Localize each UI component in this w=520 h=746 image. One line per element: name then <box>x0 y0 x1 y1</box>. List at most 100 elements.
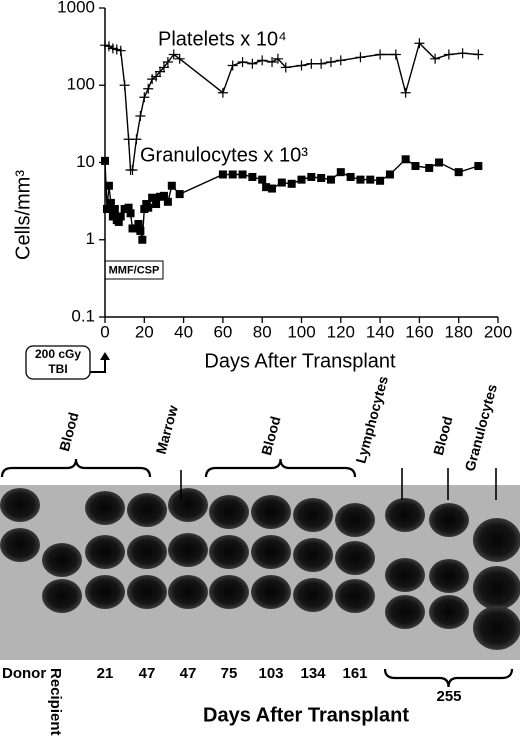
x-tick-label: 100 <box>287 322 315 341</box>
gel-band <box>429 595 469 629</box>
point <box>119 80 130 91</box>
point <box>104 181 113 190</box>
x-tick-label: 160 <box>405 322 433 341</box>
x-tick-label: 0 <box>100 322 109 341</box>
x-tick-label: 200 <box>484 322 512 341</box>
point <box>167 181 176 190</box>
point <box>227 60 238 71</box>
point <box>454 168 463 177</box>
gel-band <box>385 498 425 532</box>
annotation: MMF/CSP <box>109 264 160 276</box>
gel-band <box>168 575 208 609</box>
point <box>114 217 123 226</box>
point <box>237 56 248 67</box>
bracket <box>204 458 357 478</box>
point <box>326 175 335 184</box>
gel-band <box>335 503 375 537</box>
bracket <box>0 458 152 478</box>
x-tick-label: 180 <box>445 322 473 341</box>
point <box>131 134 142 145</box>
gel-band <box>85 535 125 569</box>
point <box>346 172 355 181</box>
point <box>102 205 111 214</box>
x-tick-label: 140 <box>366 322 394 341</box>
series-label: Platelets x 10⁴ <box>158 28 287 50</box>
gel-band <box>335 541 375 575</box>
lane-label: 21 <box>97 665 114 682</box>
point <box>400 87 411 98</box>
point <box>134 219 143 228</box>
lane-label: Recipient <box>47 668 64 736</box>
point <box>148 193 157 202</box>
gel-band <box>127 535 167 569</box>
point <box>430 53 441 64</box>
point <box>356 175 365 184</box>
point <box>159 191 168 200</box>
point <box>247 58 258 69</box>
point <box>248 172 257 181</box>
gel-band <box>168 488 208 522</box>
gel-bands <box>0 488 520 650</box>
lane-label: Donor <box>2 665 46 682</box>
point <box>135 110 146 121</box>
gel-band <box>473 518 520 562</box>
point <box>106 198 115 207</box>
point <box>136 226 145 235</box>
point <box>162 56 173 67</box>
gel-band <box>335 579 375 613</box>
gel-band <box>42 579 82 613</box>
point <box>238 170 247 179</box>
gel-band <box>209 535 249 569</box>
point <box>168 49 179 60</box>
point <box>175 190 184 199</box>
gel-band <box>85 575 125 609</box>
point <box>297 175 306 184</box>
gel-band <box>473 606 520 650</box>
point <box>116 212 125 221</box>
bracket <box>383 668 514 688</box>
gel-band <box>385 595 425 629</box>
arrow-head <box>100 352 110 360</box>
gel-band <box>209 575 249 609</box>
gel-band <box>385 558 425 592</box>
x-tick-label: 40 <box>174 322 193 341</box>
point <box>217 87 228 98</box>
y-tick-label: 1 <box>86 229 95 248</box>
point <box>268 184 277 193</box>
point <box>228 170 237 179</box>
gel-top-label: Marrow <box>153 403 181 455</box>
y-tick-label: 10 <box>76 152 95 171</box>
lane-group-label: 255 <box>436 688 461 705</box>
point <box>474 162 483 171</box>
point <box>390 49 401 60</box>
gel-band <box>127 575 167 609</box>
point <box>307 172 316 181</box>
point <box>143 83 154 94</box>
gel-band <box>85 491 125 525</box>
annotation-box <box>25 345 91 380</box>
point <box>280 62 291 73</box>
y-axis-label: Cells/mm³ <box>12 170 34 260</box>
point <box>110 205 119 214</box>
gel-top-label: Lymphocytes <box>352 374 391 465</box>
point <box>457 48 468 59</box>
gel-band <box>42 543 82 577</box>
series-label: Granulocytes x 10³ <box>140 144 308 166</box>
point <box>316 58 327 69</box>
gel-top-label: Blood <box>258 414 284 456</box>
point <box>414 38 425 49</box>
point <box>287 179 296 188</box>
point <box>411 162 420 171</box>
point <box>174 53 185 64</box>
point <box>138 235 147 244</box>
x-tick-label: 120 <box>327 322 355 341</box>
point <box>376 176 385 185</box>
point <box>152 200 161 209</box>
gel-band <box>251 495 291 529</box>
point <box>218 170 227 179</box>
lane-label: 103 <box>258 665 283 682</box>
gel-band <box>251 575 291 609</box>
point <box>267 56 278 67</box>
x-tick-label: 20 <box>135 322 154 341</box>
